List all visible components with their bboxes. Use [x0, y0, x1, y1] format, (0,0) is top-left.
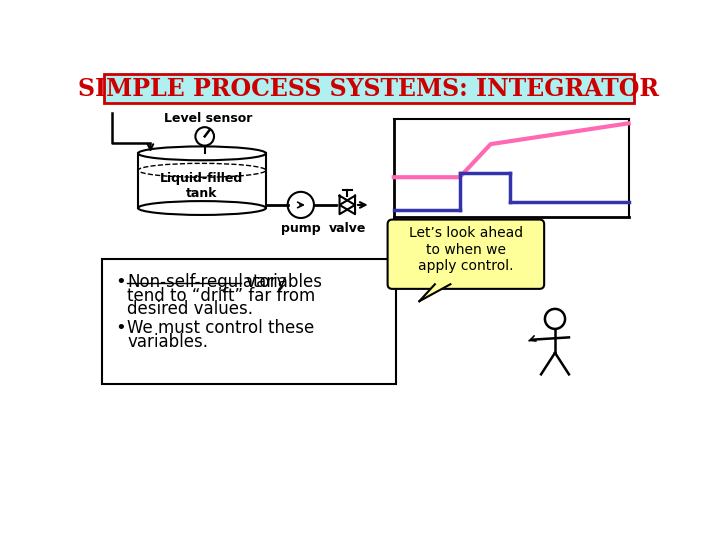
- Text: •: •: [114, 319, 125, 337]
- Text: Non-self-regulatory: Non-self-regulatory: [127, 273, 287, 291]
- Text: Let’s look ahead
to when we
apply control.: Let’s look ahead to when we apply contro…: [409, 226, 523, 273]
- Text: variables.: variables.: [127, 333, 208, 351]
- Polygon shape: [419, 284, 451, 301]
- FancyBboxPatch shape: [387, 220, 544, 289]
- Text: Level sensor: Level sensor: [163, 112, 252, 125]
- FancyBboxPatch shape: [102, 259, 396, 383]
- Text: desired values.: desired values.: [127, 300, 253, 319]
- Text: pump: pump: [281, 222, 320, 235]
- Text: variables: variables: [241, 273, 322, 291]
- FancyBboxPatch shape: [104, 74, 634, 103]
- Text: valve: valve: [328, 222, 366, 235]
- Text: We must control these: We must control these: [127, 319, 315, 337]
- Text: Liquid-filled
tank: Liquid-filled tank: [161, 172, 243, 200]
- Text: •: •: [114, 273, 125, 291]
- Text: tend to “drift” far from: tend to “drift” far from: [127, 287, 315, 305]
- Text: SIMPLE PROCESS SYSTEMS: INTEGRATOR: SIMPLE PROCESS SYSTEMS: INTEGRATOR: [78, 77, 660, 100]
